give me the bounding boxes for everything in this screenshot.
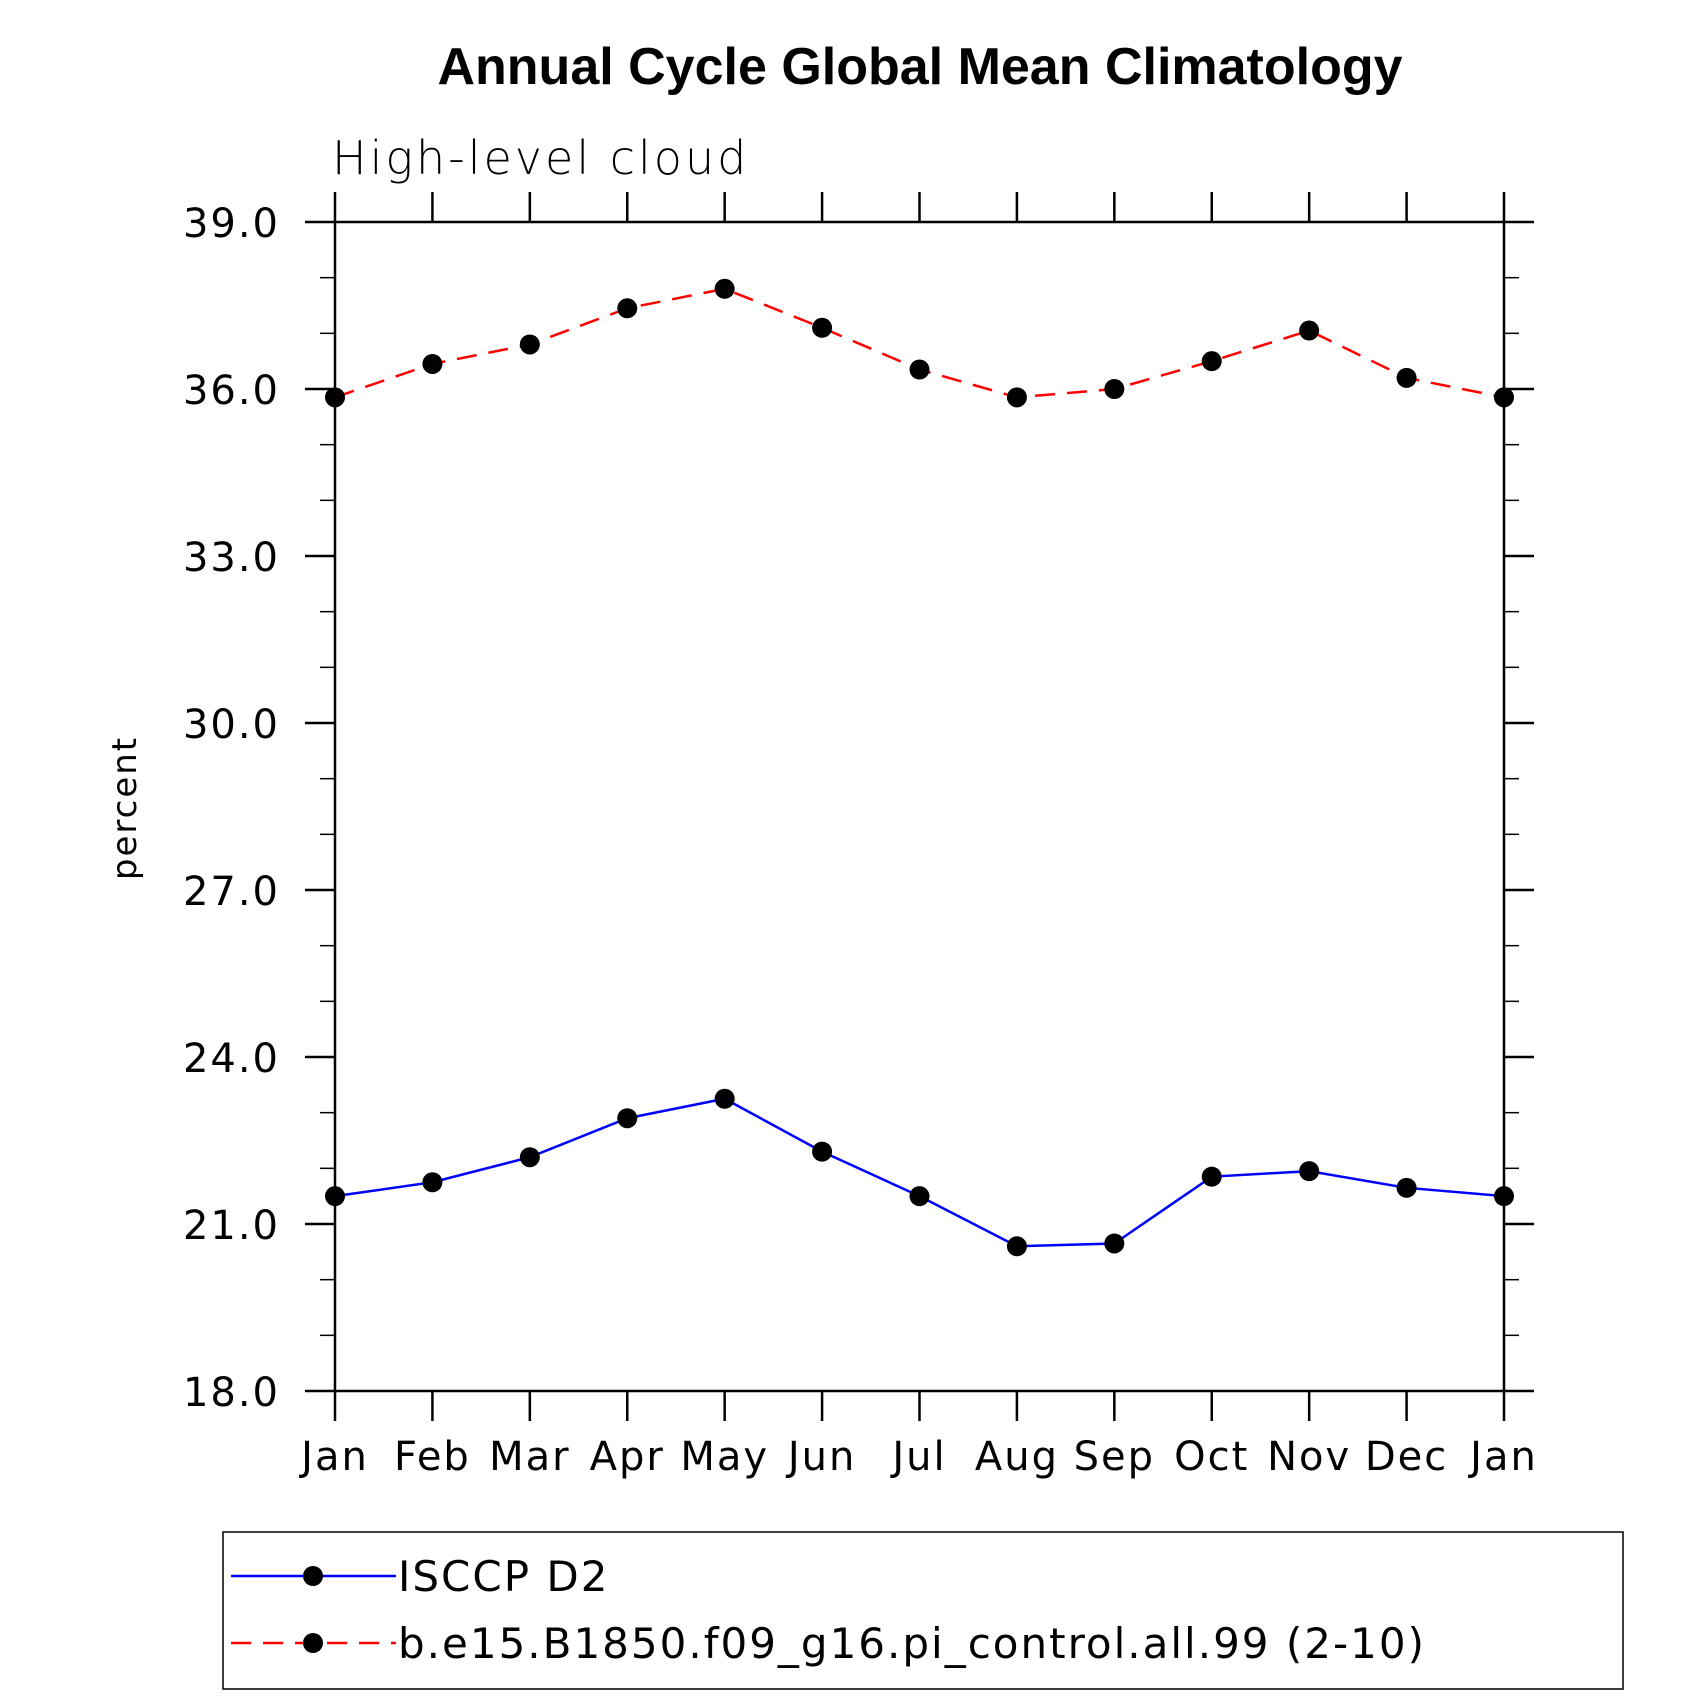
- y-tick-label: 33.0: [183, 535, 280, 581]
- data-point: [1396, 367, 1417, 388]
- legend: ISCCP D2 b.e15.B1850.f09_g16.pi_control.a…: [222, 1531, 1624, 1690]
- data-point: [909, 359, 930, 380]
- x-tick-label: Feb: [394, 1434, 471, 1480]
- x-tick-label: Nov: [1267, 1434, 1351, 1480]
- data-point: [812, 317, 833, 338]
- data-point: [1104, 379, 1125, 399]
- data-point: [617, 1108, 638, 1129]
- series-layer: [325, 278, 1514, 1257]
- legend-label: b.e15.B1850.f09_g16.pi_control.all.99 (2…: [398, 1619, 1426, 1668]
- chart-subtitle: High-level cloud: [332, 131, 749, 185]
- x-tick-label: Oct: [1174, 1434, 1249, 1480]
- data-point: [1299, 1161, 1320, 1182]
- series-2: [325, 278, 1514, 408]
- data-point: [714, 1088, 735, 1109]
- y-tick-label: 27.0: [183, 869, 280, 915]
- plot-frame: [333, 220, 1506, 1393]
- data-point: [812, 1141, 833, 1162]
- x-tick-label: Sep: [1074, 1434, 1155, 1480]
- legend-marker: [303, 1566, 323, 1586]
- x-tick-label: Jul: [889, 1434, 946, 1480]
- y-tick-label: 24.0: [183, 1036, 280, 1082]
- x-tick-label: Aug: [975, 1434, 1059, 1480]
- data-point: [1494, 1186, 1514, 1207]
- data-point: [519, 1147, 540, 1168]
- x-tick-label: Dec: [1365, 1434, 1448, 1480]
- data-point: [1006, 1236, 1027, 1257]
- data-point: [1201, 351, 1222, 372]
- data-point: [519, 334, 540, 355]
- x-tick-label: Jan: [1467, 1434, 1538, 1480]
- y-tick-label: 36.0: [183, 368, 280, 414]
- data-point: [714, 278, 735, 299]
- y-tick-label: 30.0: [183, 702, 280, 748]
- data-point: [422, 1172, 443, 1193]
- plot-border: [333, 220, 1506, 1393]
- x-tick-label: May: [680, 1434, 769, 1480]
- series-line: [334, 287, 1505, 399]
- x-tick-label: Apr: [590, 1434, 665, 1480]
- x-tick-label: Mar: [489, 1434, 570, 1480]
- series-1: [325, 1088, 1514, 1257]
- data-point: [1104, 1233, 1125, 1254]
- data-point: [1006, 387, 1027, 408]
- data-point: [422, 353, 443, 374]
- data-point: [617, 298, 638, 319]
- series-line: [334, 1097, 1505, 1248]
- legend-marker: [303, 1633, 323, 1653]
- data-point: [325, 1186, 345, 1207]
- x-tick-label: Jan: [298, 1434, 369, 1480]
- y-tick-label: 39.0: [183, 201, 280, 247]
- data-point: [1201, 1166, 1222, 1187]
- legend-label: ISCCP D2: [398, 1552, 609, 1601]
- y-axis: 18.0 21.0 24.0 27.0 30.0 33.0 36.0 39.0: [183, 201, 1534, 1416]
- y-tick-label: 18.0: [183, 1370, 280, 1416]
- data-point: [909, 1186, 930, 1207]
- x-axis: Jan Feb Mar Apr May Jun Jul Aug Sep Oct Nov Dec Jan: [298, 192, 1538, 1480]
- legend-box: [222, 1531, 1624, 1690]
- data-point: [1299, 320, 1320, 341]
- data-point: [1494, 387, 1514, 408]
- y-tick-label: 21.0: [183, 1203, 280, 1249]
- data-point: [325, 387, 345, 408]
- data-point: [1396, 1177, 1417, 1198]
- y-axis-title: percent: [105, 736, 145, 880]
- x-tick-label: Jun: [785, 1434, 857, 1480]
- chart-title: Annual Cycle Global Mean Climatology: [437, 38, 1402, 96]
